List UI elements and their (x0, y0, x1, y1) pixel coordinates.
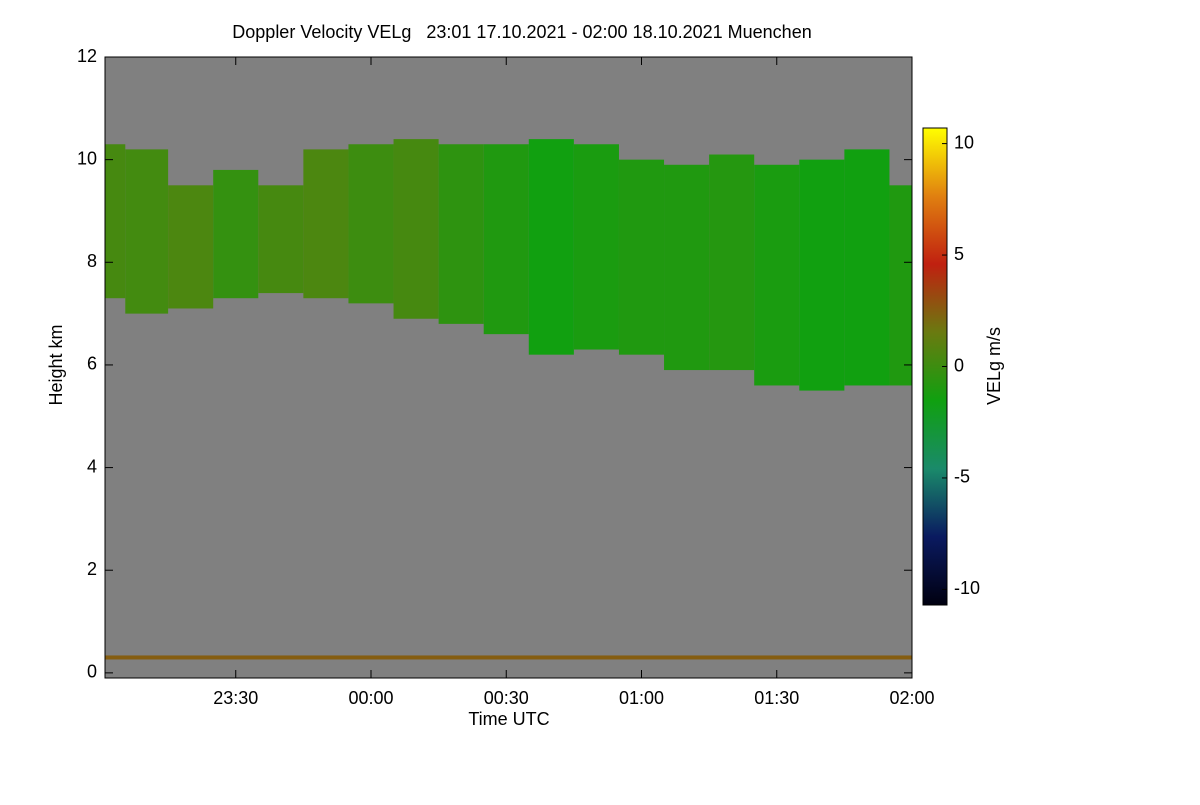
cloud-cell (168, 185, 214, 309)
cloud-cell (754, 164, 800, 386)
cloud-cell (438, 144, 484, 324)
y-tick-label: 10 (77, 148, 97, 168)
cloud-cell (125, 149, 169, 314)
colorbar-tick-label: 0 (954, 355, 964, 375)
colorbar-tick-label: -5 (954, 467, 970, 487)
plot-frame (104, 56, 913, 679)
y-tick-label: 6 (87, 354, 97, 374)
colorbar-tick-label: 10 (954, 132, 974, 152)
colorbar-label: VELg m/s (984, 327, 1004, 405)
y-tick-label: 12 (77, 46, 97, 66)
x-tick-label: 23:30 (213, 688, 258, 708)
y-tick-label: 8 (87, 251, 97, 271)
x-tick-label: 01:30 (754, 688, 799, 708)
x-tick-label: 02:00 (889, 688, 934, 708)
cloud-cell (258, 185, 304, 294)
x-axis-label: Time UTC (468, 709, 549, 729)
cloud-cell (213, 169, 259, 299)
surface-layer (105, 655, 912, 660)
y-tick-label: 2 (87, 559, 97, 579)
cloud-cell (303, 149, 349, 299)
cloud-cell (709, 154, 755, 371)
cloud-cell (393, 139, 439, 319)
y-tick-label: 4 (87, 456, 97, 476)
colorbar-tick-label: 5 (954, 244, 964, 264)
cloud-cell (618, 159, 665, 355)
x-tick-label: 01:00 (619, 688, 664, 708)
cloud-cell (573, 144, 619, 350)
y-axis-label: Height km (46, 324, 66, 405)
x-tick-label: 00:00 (348, 688, 393, 708)
cloud-cell (348, 144, 394, 304)
cloud-cell (844, 149, 890, 386)
cloud-cell (483, 144, 529, 335)
cloud-cell (528, 139, 574, 355)
cloud-cell (889, 185, 912, 386)
colorbar-tick-label: -10 (954, 578, 980, 598)
cloud-cell (664, 164, 710, 371)
y-tick-label: 0 (87, 662, 97, 682)
cloud-cell (799, 159, 845, 391)
chart-title: Doppler Velocity VELg 23:01 17.10.2021 -… (232, 22, 811, 42)
cloud-cell (105, 144, 126, 299)
x-tick-label: 00:30 (484, 688, 529, 708)
